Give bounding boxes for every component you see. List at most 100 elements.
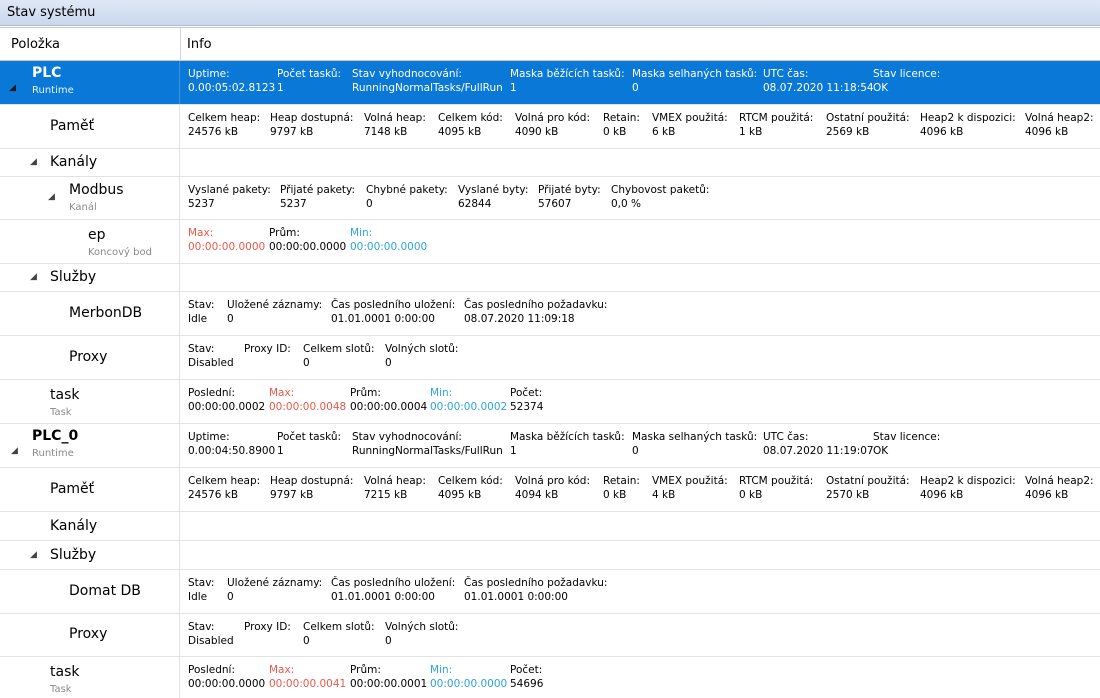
field-label: Poslední:: [188, 664, 236, 676]
expanded-arrow-icon[interactable]: ◢: [9, 83, 16, 93]
field-value: 0 kB: [603, 126, 627, 138]
field-value: Disabled: [188, 357, 234, 369]
field-value-max: 00:00:00.0048: [269, 401, 347, 413]
tree-row-task[interactable]: task Task Poslední: 00:00:00.0000 Max: 00:…: [0, 657, 1100, 698]
expanded-arrow-icon[interactable]: ◢: [30, 157, 37, 167]
field-value: 0.00:04:50.8900: [188, 445, 276, 457]
column-header-item[interactable]: Položka: [11, 37, 60, 52]
field-value: Disabled: [188, 635, 234, 647]
field-label: Celkem heap:: [188, 475, 261, 487]
expanded-arrow-icon[interactable]: ◢: [11, 446, 18, 456]
field-label-max: Max:: [188, 227, 214, 239]
field-label: Počet:: [510, 664, 543, 676]
field-value: 08.07.2020 11:18:54: [763, 82, 874, 94]
field-label: Celkem slotů:: [303, 343, 375, 355]
field-value-min: 00:00:00.0000: [350, 241, 428, 253]
tree-row-services[interactable]: ◢ Služby: [0, 264, 1100, 292]
row-subtitle: Task: [50, 407, 72, 418]
field-label: VMEX použitá:: [652, 475, 728, 487]
tree-row-memory[interactable]: Paměť Celkem heap: 24576 kB Heap dostupná…: [0, 468, 1100, 512]
field-label-min: Min:: [350, 227, 373, 239]
row-info: Stav: Disabled Proxy ID: Celkem slotů: 0 V…: [181, 614, 1100, 656]
field-value: 24576 kB: [188, 489, 239, 501]
row-info: Celkem heap: 24576 kB Heap dostupná: 9797 …: [181, 468, 1100, 511]
field-label: Proxy ID:: [244, 621, 291, 633]
tree-row-task[interactable]: task Task Poslední: 00:00:00.0002 Max: 00:…: [0, 380, 1100, 424]
tree-row-modbus[interactable]: ◢ Modbus Kanál Vyslané pakety: 5237 Přija…: [0, 177, 1100, 220]
field-value: RunningNormalTasks/FullRun: [352, 82, 503, 94]
expanded-arrow-icon[interactable]: ◢: [48, 192, 55, 202]
tree-row-endpoint[interactable]: ep Koncový bod Max: 00:00:00.0000 Prům: 00…: [0, 220, 1100, 264]
field-label: Čas posledního uložení:: [331, 299, 456, 311]
field-value: 01.01.0001 0:00:00: [331, 313, 435, 325]
field-value: 00:00:00.0001: [350, 678, 428, 690]
tree-row-channels[interactable]: Kanály: [0, 512, 1100, 541]
field-label: Přijaté byty:: [538, 184, 601, 196]
column-header-info[interactable]: Info: [187, 37, 212, 52]
field-value: 0: [303, 635, 310, 647]
field-value: 0: [632, 445, 639, 457]
field-value: OK: [873, 82, 889, 94]
field-label-max: Max:: [269, 387, 295, 399]
field-value: 2570 kB: [826, 489, 870, 501]
field-label: RTCM použitá:: [739, 112, 814, 124]
field-label-min: Min:: [430, 664, 453, 676]
field-value: 62844: [458, 198, 492, 210]
field-label: Stav licence:: [873, 431, 941, 443]
field-label-min: Min:: [430, 387, 453, 399]
row-info: Poslední: 00:00:00.0000 Max: 00:00:00.0041…: [181, 657, 1100, 698]
field-label: Maska selhaných tasků:: [632, 68, 758, 80]
row-info: Uptime: 0.00:05:02.8123 Počet tasků: 1 Sta…: [181, 61, 1100, 104]
tree-row-services[interactable]: ◢ Služby: [0, 541, 1100, 570]
field-value: 00:00:00.0000: [269, 241, 347, 253]
field-label: Maska běžících tasků:: [510, 431, 625, 443]
field-label: Stav vyhodnocování:: [352, 431, 462, 443]
row-subtitle: Runtime: [32, 85, 74, 96]
tree-row-memory[interactable]: Paměť Celkem heap: 24576 kB Heap dostupná…: [0, 105, 1100, 149]
row-info: Stav: Idle Uložené záznamy: 0 Čas poslední…: [181, 292, 1100, 335]
row-name: task: [50, 664, 80, 680]
row-info: Stav: Disabled Proxy ID: Celkem slotů: 0 V…: [181, 336, 1100, 379]
column-separator[interactable]: [180, 28, 181, 61]
field-value: 1: [510, 445, 517, 457]
row-info: Uptime: 0.00:04:50.8900 Počet tasků: 1 Sta…: [181, 424, 1100, 467]
row-info: Vyslané pakety: 5237 Přijaté pakety: 5237 …: [181, 177, 1100, 219]
field-label: Počet tasků:: [277, 431, 342, 443]
tree-row-channels[interactable]: ◢ Kanály: [0, 149, 1100, 177]
tree-row-proxy[interactable]: Proxy Stav: Disabled Proxy ID: Celkem slo…: [0, 614, 1100, 657]
field-label: Stav:: [188, 343, 215, 355]
row-name: PLC_0: [32, 428, 79, 444]
expanded-arrow-icon[interactable]: ◢: [30, 272, 37, 282]
field-value: 4096 kB: [1025, 126, 1069, 138]
field-label: Maska selhaných tasků:: [632, 431, 758, 443]
field-value: 0: [366, 198, 373, 210]
field-value: 0,0 %: [611, 198, 642, 210]
tree-row-proxy[interactable]: Proxy Stav: Disabled Proxy ID: Celkem slo…: [0, 336, 1100, 380]
row-subtitle: Task: [50, 684, 72, 695]
tree-row-merbondb[interactable]: MerbonDB Stav: Idle Uložené záznamy: 0 Čas…: [0, 292, 1100, 336]
field-label: Počet:: [510, 387, 543, 399]
field-value: 52374: [510, 401, 544, 413]
field-value-min: 00:00:00.0002: [430, 401, 508, 413]
expanded-arrow-icon[interactable]: ◢: [30, 550, 37, 560]
field-label: Celkem kód:: [438, 112, 503, 124]
row-info: Stav: Idle Uložené záznamy: 0 Čas poslední…: [181, 570, 1100, 613]
field-label: Uptime:: [188, 431, 230, 443]
field-value: 08.07.2020 11:19:07: [763, 445, 874, 457]
field-label: Čas posledního uložení:: [331, 577, 456, 589]
field-value: 0: [303, 357, 310, 369]
row-info: [181, 264, 1100, 291]
tree-row-plc[interactable]: ◢ PLC Runtime Uptime: 0.00:05:02.8123 Poč…: [0, 61, 1100, 105]
field-value: Idle: [188, 313, 208, 325]
field-value: 0 kB: [603, 489, 627, 501]
row-info: Celkem heap: 24576 kB Heap dostupná: 9797 …: [181, 105, 1100, 148]
row-name: Proxy: [69, 349, 108, 365]
field-label: Stav licence:: [873, 68, 941, 80]
field-value: 01.01.0001 0:00:00: [331, 591, 435, 603]
row-name: Služby: [50, 269, 97, 285]
tree-row-domatdb[interactable]: Domat DB Stav: Idle Uložené záznamy: 0 Čas…: [0, 570, 1100, 614]
field-value: 9797 kB: [270, 126, 314, 138]
field-label: Ostatní použitá:: [826, 475, 910, 487]
tree-row-plc0[interactable]: ◢ PLC_0 Runtime Uptime: 0.00:04:50.8900 P…: [0, 424, 1100, 468]
field-value: 4096 kB: [920, 126, 964, 138]
